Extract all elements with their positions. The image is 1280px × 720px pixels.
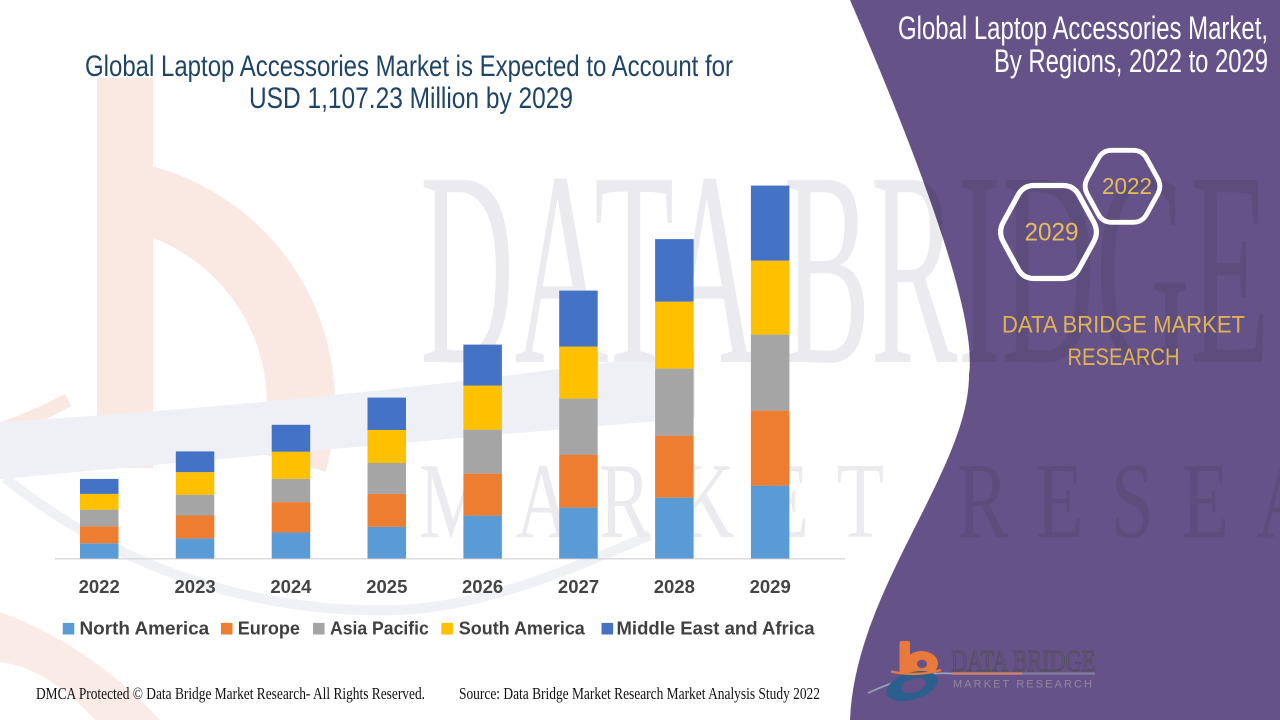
svg-text:Asia Pacific: Asia Pacific (330, 618, 429, 639)
svg-text:North America: North America (80, 618, 210, 639)
svg-text:2028: 2028 (654, 576, 695, 597)
svg-text:2022: 2022 (1102, 173, 1152, 199)
svg-text:2024: 2024 (270, 576, 312, 597)
svg-text:South America: South America (459, 618, 586, 639)
svg-text:Source: Data Bridge Market Res: Source: Data Bridge Market Research Mark… (459, 684, 820, 703)
svg-text:2022: 2022 (79, 576, 120, 597)
svg-text:DMCA Protected © Data Bridge M: DMCA Protected © Data Bridge Market Rese… (36, 684, 425, 703)
svg-text:Europe: Europe (238, 618, 300, 639)
svg-text:Global Laptop Accessories Mark: Global Laptop Accessories Market, (898, 10, 1268, 46)
svg-text:Middle East and Africa: Middle East and Africa (617, 618, 816, 639)
svg-text:2023: 2023 (175, 576, 216, 597)
svg-text:2026: 2026 (462, 576, 503, 597)
svg-text:USD 1,107.23 Million by 2029: USD 1,107.23 Million by 2029 (249, 82, 573, 115)
svg-text:DATA BRIDGE MARKET: DATA BRIDGE MARKET (1002, 312, 1245, 339)
svg-text:By Regions, 2022 to 2029: By Regions, 2022 to 2029 (994, 43, 1268, 79)
svg-text:2029: 2029 (750, 576, 791, 597)
svg-text:2027: 2027 (558, 576, 599, 597)
svg-text:MARKET RESEARCH: MARKET RESEARCH (953, 679, 1092, 691)
svg-text:2025: 2025 (366, 576, 407, 597)
svg-text:Global Laptop Accessories Mark: Global Laptop Accessories Market is Expe… (85, 50, 733, 83)
svg-text:2029: 2029 (1025, 219, 1079, 247)
svg-text:RESEARCH: RESEARCH (1068, 344, 1180, 371)
